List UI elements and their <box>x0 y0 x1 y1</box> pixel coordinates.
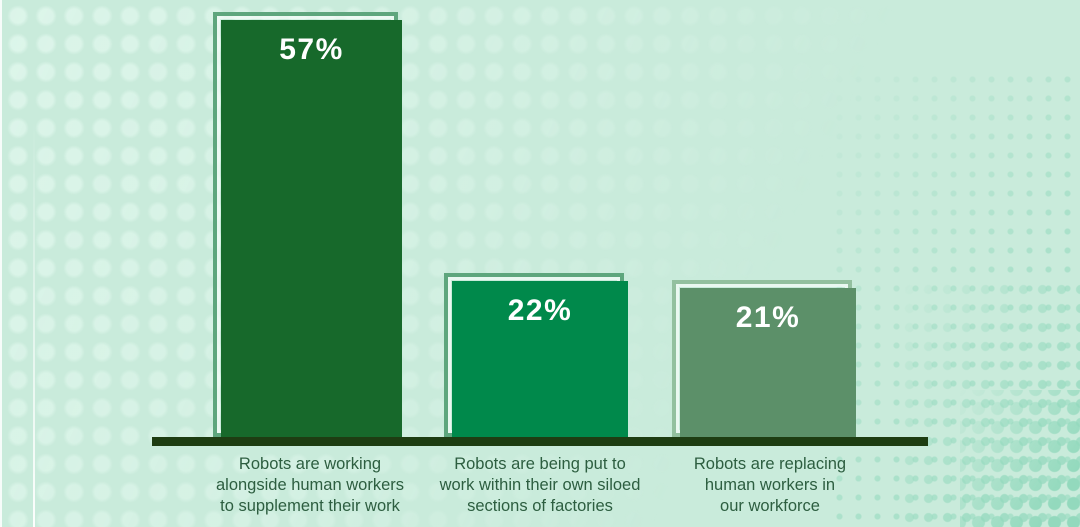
category-label-replacing: Robots are replacing human workers in ou… <box>640 454 900 517</box>
category-label-line: work within their own siloed <box>439 476 641 494</box>
category-label-line: sections of factories <box>467 497 613 515</box>
halftone-dot-pattern-large <box>960 390 1080 527</box>
category-label-line: Robots are being put to <box>454 455 626 473</box>
bar-replacing: 21% <box>680 288 856 437</box>
category-label-supplement: Robots are working alongside human worke… <box>180 454 440 517</box>
left-edge-highlight <box>0 0 2 527</box>
category-label-line: Robots are working <box>238 455 382 473</box>
x-axis-baseline <box>152 437 928 446</box>
bar-supplement: 57% <box>221 20 402 437</box>
page-fold-line <box>33 120 35 527</box>
category-label-line: to supplement their work <box>220 497 400 515</box>
category-label-line: our workforce <box>720 497 820 515</box>
value-label-supplement: 57% <box>279 33 344 66</box>
category-label-line: Robots are replacing <box>693 455 847 473</box>
category-label-line: human workers in <box>704 476 836 494</box>
bar-siloed: 22% <box>452 281 628 437</box>
category-label-siloed: Robots are being put to work within thei… <box>410 454 670 517</box>
value-label-siloed: 22% <box>507 294 573 327</box>
category-label-line: alongside human workers <box>215 476 405 494</box>
value-label-replacing: 21% <box>735 301 801 334</box>
